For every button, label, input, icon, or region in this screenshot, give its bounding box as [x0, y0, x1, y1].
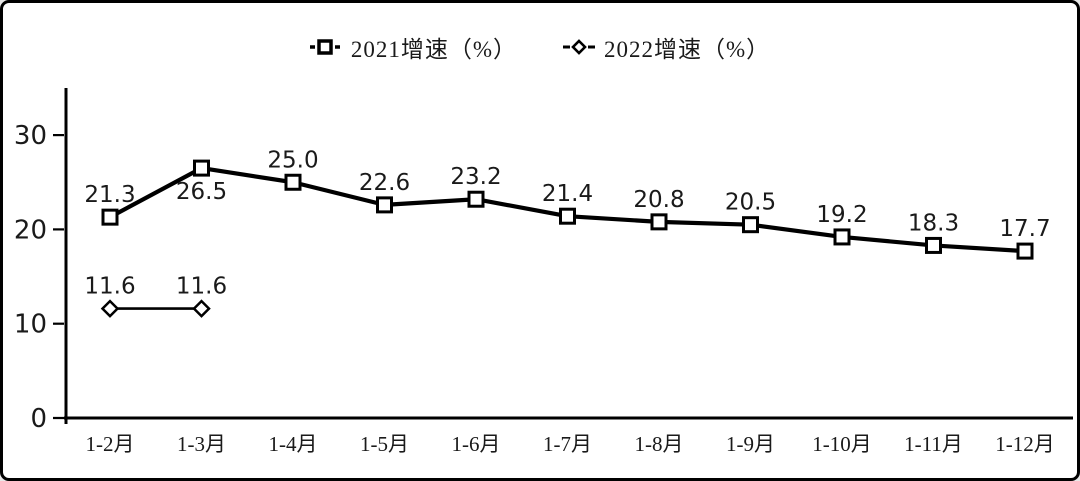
- legend-label-2022: 2022增速（%）: [604, 37, 771, 62]
- diamond-marker-icon: [563, 39, 595, 55]
- x-tick-label: 1-6月: [452, 432, 501, 456]
- data-label: 11.6: [176, 274, 227, 300]
- legend-item-2021: 2021增速（%）: [309, 30, 517, 64]
- data-label: 26.5: [176, 179, 227, 205]
- data-label: 17.7: [999, 216, 1050, 242]
- data-label: 11.6: [84, 274, 135, 300]
- data-label: 20.5: [725, 190, 776, 216]
- data-point-square: [925, 236, 942, 254]
- data-point-square: [1016, 242, 1034, 260]
- x-tick-label: 1-3月: [177, 432, 226, 456]
- data-label: 19.2: [816, 202, 867, 228]
- data-point-square: [650, 213, 668, 231]
- x-tick-label: 1-9月: [726, 432, 775, 456]
- data-point-square: [193, 159, 210, 177]
- x-tick-label: 1-5月: [360, 432, 409, 456]
- data-label: 22.6: [359, 170, 410, 196]
- data-label: 23.2: [450, 164, 501, 190]
- x-tick-label: 1-12月: [995, 432, 1055, 456]
- x-tick-label: 1-7月: [543, 432, 592, 456]
- data-point-square: [101, 208, 119, 226]
- data-point-diamond: [192, 299, 211, 318]
- data-point-square: [833, 228, 851, 246]
- data-label: 18.3: [908, 210, 959, 236]
- y-tick-label: 0: [30, 404, 47, 434]
- x-tick-label: 1-8月: [635, 432, 684, 456]
- x-tick-label: 1-2月: [86, 432, 135, 456]
- x-tick-label: 1-10月: [812, 432, 872, 456]
- data-label: 25.0: [267, 147, 318, 173]
- chart-legend: 2021增速（%） 2022增速（%）: [3, 30, 1077, 64]
- data-label: 20.8: [633, 187, 684, 213]
- data-label: 21.4: [542, 181, 593, 207]
- data-point-square: [467, 190, 485, 208]
- y-tick-label: 30: [14, 121, 47, 151]
- data-point-square: [284, 173, 302, 191]
- data-point-diamond: [100, 299, 120, 318]
- y-tick-label: 10: [14, 310, 47, 340]
- square-marker-icon: [309, 39, 340, 55]
- x-tick-label: 1-4月: [269, 432, 318, 456]
- x-tick-label: 1-11月: [904, 432, 963, 456]
- y-tick-label: 20: [14, 215, 47, 245]
- legend-label-2021: 2021增速（%）: [350, 37, 517, 62]
- data-point-square: [742, 216, 759, 234]
- data-point-square: [559, 207, 576, 225]
- data-point-square: [376, 196, 393, 214]
- chart-plot: 0 10 20 30 1-2月 1-3月 1-4月 1-5月 1-6月 1-7月 1-8月 1-9月 1…: [14, 88, 1073, 456]
- legend-item-2022: 2022增速（%）: [563, 30, 770, 64]
- data-label: 21.3: [84, 182, 135, 208]
